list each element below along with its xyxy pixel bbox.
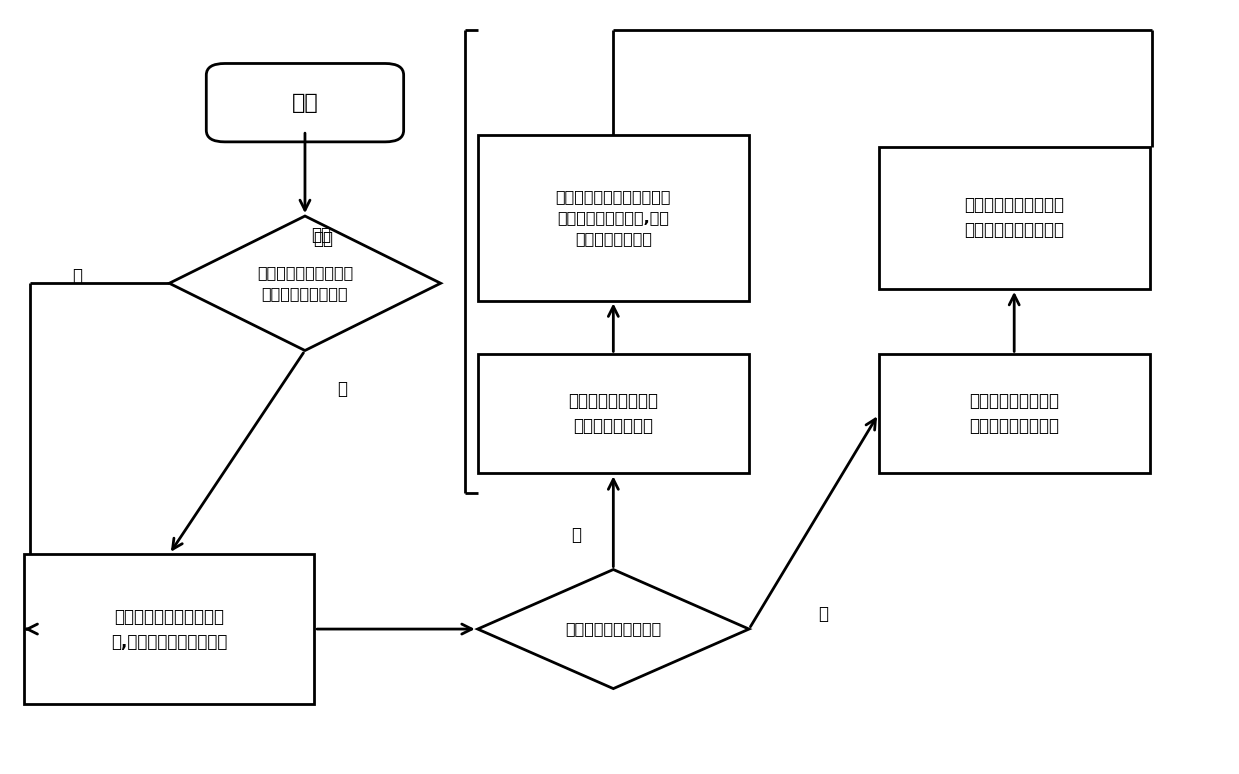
- Text: 光缆正常连接是否正常: 光缆正常连接是否正常: [565, 622, 662, 636]
- Text: 是: 是: [818, 604, 828, 623]
- FancyBboxPatch shape: [207, 63, 404, 142]
- Polygon shape: [170, 216, 441, 351]
- Bar: [478, 135, 750, 300]
- Text: 网管控制单元实时接收并显
示光缆通断告警信号,并对
故障光路位置定位: 网管控制单元实时接收并显 示光缆通断告警信号,并对 故障光路位置定位: [555, 190, 672, 246]
- Text: 否: 否: [72, 266, 82, 285]
- Bar: [478, 354, 750, 474]
- Bar: [25, 554, 315, 704]
- Text: 否: 否: [571, 526, 581, 544]
- Text: 网管控制单元实时接收
并显示检测光路由正常: 网管控制单元实时接收 并显示检测光路由正常: [964, 197, 1064, 239]
- Polygon shape: [478, 570, 750, 689]
- Text: 智能光路检测盘产生
光缆故障告警信号: 智能光路检测盘产生 光缆故障告警信号: [569, 392, 658, 436]
- Text: 需要检测两配线设备间
光缆通断状态并定位: 需要检测两配线设备间 光缆通断状态并定位: [256, 265, 353, 301]
- Bar: [878, 147, 1150, 289]
- Text: 开始: 开始: [291, 93, 318, 113]
- Text: 是否: 是否: [313, 230, 333, 248]
- Bar: [878, 354, 1150, 474]
- Text: 是: 是: [337, 380, 347, 398]
- Text: 网管控制单元开启实时检
测,下发光缆通断检测指令: 网管控制单元开启实时检 测,下发光缆通断检测指令: [112, 608, 228, 651]
- Text: 是否: 是否: [311, 226, 331, 245]
- Text: 智能光路检测盘不产
生光缆故障告警信号: 智能光路检测盘不产 生光缆故障告警信号: [969, 392, 1059, 436]
